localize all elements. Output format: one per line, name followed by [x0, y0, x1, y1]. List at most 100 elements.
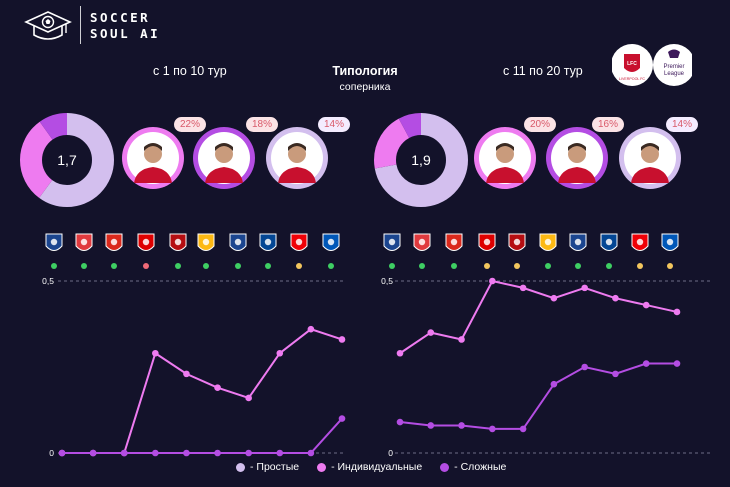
result-status-dot [667, 263, 673, 269]
player-share-badge: 14% [318, 117, 351, 132]
data-point [214, 449, 221, 457]
center-title: Типология [332, 64, 398, 78]
legend-label-complex: - Сложные [454, 461, 507, 473]
data-point [519, 425, 527, 433]
player-photo-icon [479, 132, 531, 184]
donut-segment-individual [20, 113, 114, 207]
man-city-crest-icon [445, 233, 463, 251]
chart-legend: - Простые - Индивидуальные - Сложные [236, 461, 506, 473]
brand-divider [80, 6, 81, 44]
data-point [276, 349, 284, 357]
aston-villa-crest-icon [383, 233, 401, 251]
data-point [612, 294, 619, 302]
typology-donut [20, 113, 114, 207]
man-united-crest-icon [631, 233, 649, 251]
data-point [550, 294, 558, 302]
club-badges: LFC LIVERPOOL FC Premier League [611, 42, 695, 93]
brighton-crest-icon [322, 233, 340, 251]
nottingham-crest-icon [661, 233, 679, 251]
data-point [307, 449, 315, 457]
result-status-dot [51, 263, 57, 269]
result-status-dot [81, 263, 87, 269]
chelsea-crest-icon [259, 233, 277, 251]
data-point [307, 325, 315, 333]
donut-value: 1,9 [411, 152, 431, 168]
data-point [519, 284, 527, 292]
data-point [427, 422, 435, 429]
data-point [276, 449, 284, 457]
premier-league-icon: Premier League [653, 44, 695, 86]
data-point [58, 449, 66, 457]
result-status-dot [514, 263, 520, 269]
data-point [642, 301, 650, 309]
data-point [183, 370, 190, 378]
y-tick-label: 0 [388, 448, 393, 458]
fulham-crest-icon [508, 233, 526, 251]
result-status-dot [265, 263, 271, 269]
donut-segment-individual [374, 113, 468, 207]
player-avatar [546, 127, 608, 189]
player-avatar [619, 127, 681, 189]
legend-dot-individual [317, 462, 327, 472]
y-tick-label: 0 [49, 448, 54, 458]
bournemouth-crest-icon [169, 233, 187, 251]
data-point [489, 277, 496, 285]
legend-dot-complex [440, 462, 450, 472]
result-status-dot [111, 263, 117, 269]
chart-second-period: 0,50 [381, 276, 710, 458]
right-period-title: с 11 по 20 тур [503, 64, 583, 78]
legend-item-simple: - Простые [236, 461, 299, 473]
legend-item-individual: - Индивидуальные [317, 461, 422, 473]
result-status-dot [235, 263, 241, 269]
data-point [581, 363, 588, 371]
player-share-badge: 16% [592, 117, 625, 132]
wolves-crest-icon [197, 233, 215, 251]
donut-value: 1,7 [57, 152, 77, 168]
svg-text:Premier: Premier [663, 64, 684, 70]
soccer-soul-logo-icon [24, 11, 72, 40]
man-united-crest-icon [105, 233, 123, 251]
legend-dot-simple [236, 462, 245, 472]
series-line-complex [62, 417, 343, 454]
result-status-dot [419, 263, 425, 269]
data-point [458, 422, 465, 429]
data-point [642, 360, 650, 367]
data-point [396, 418, 404, 426]
svg-text:LFC: LFC [627, 61, 637, 67]
player-avatar [266, 127, 328, 189]
newcastle-crest-icon [478, 233, 496, 251]
legend-item-complex: - Сложные [440, 461, 506, 473]
series-line-individual [399, 279, 678, 355]
data-point [673, 308, 681, 316]
legend-label-simple: - Простые [250, 461, 300, 473]
result-status-dot [484, 263, 490, 269]
west-ham-crest-icon [600, 233, 618, 251]
center-subtitle: соперника [339, 81, 391, 93]
data-point [396, 349, 404, 357]
data-point [120, 449, 128, 457]
player-share-badge: 22% [174, 117, 207, 132]
player-photo-icon [551, 132, 603, 184]
player-avatar [474, 127, 536, 189]
data-point [458, 336, 465, 343]
data-point [152, 349, 159, 357]
result-status-dot [575, 263, 581, 269]
data-point [214, 384, 221, 391]
data-point [245, 394, 252, 402]
player-avatar [193, 127, 255, 189]
data-point [489, 425, 496, 433]
player-photo-icon [271, 132, 323, 184]
donut-segment-complex [374, 113, 468, 207]
brentford-crest-icon [75, 233, 93, 251]
left-period-title: с 1 по 10 тур [153, 64, 227, 78]
typology-donut [374, 113, 468, 207]
data-point [338, 415, 346, 422]
data-point [183, 449, 190, 457]
series-line-complex [399, 362, 677, 430]
player-photo-icon [198, 132, 250, 184]
data-point [673, 360, 681, 367]
player-photo-icon [127, 132, 179, 184]
series-line-individual [62, 328, 343, 454]
chart-first-period: 0,50 [42, 276, 346, 458]
data-point [550, 380, 558, 388]
